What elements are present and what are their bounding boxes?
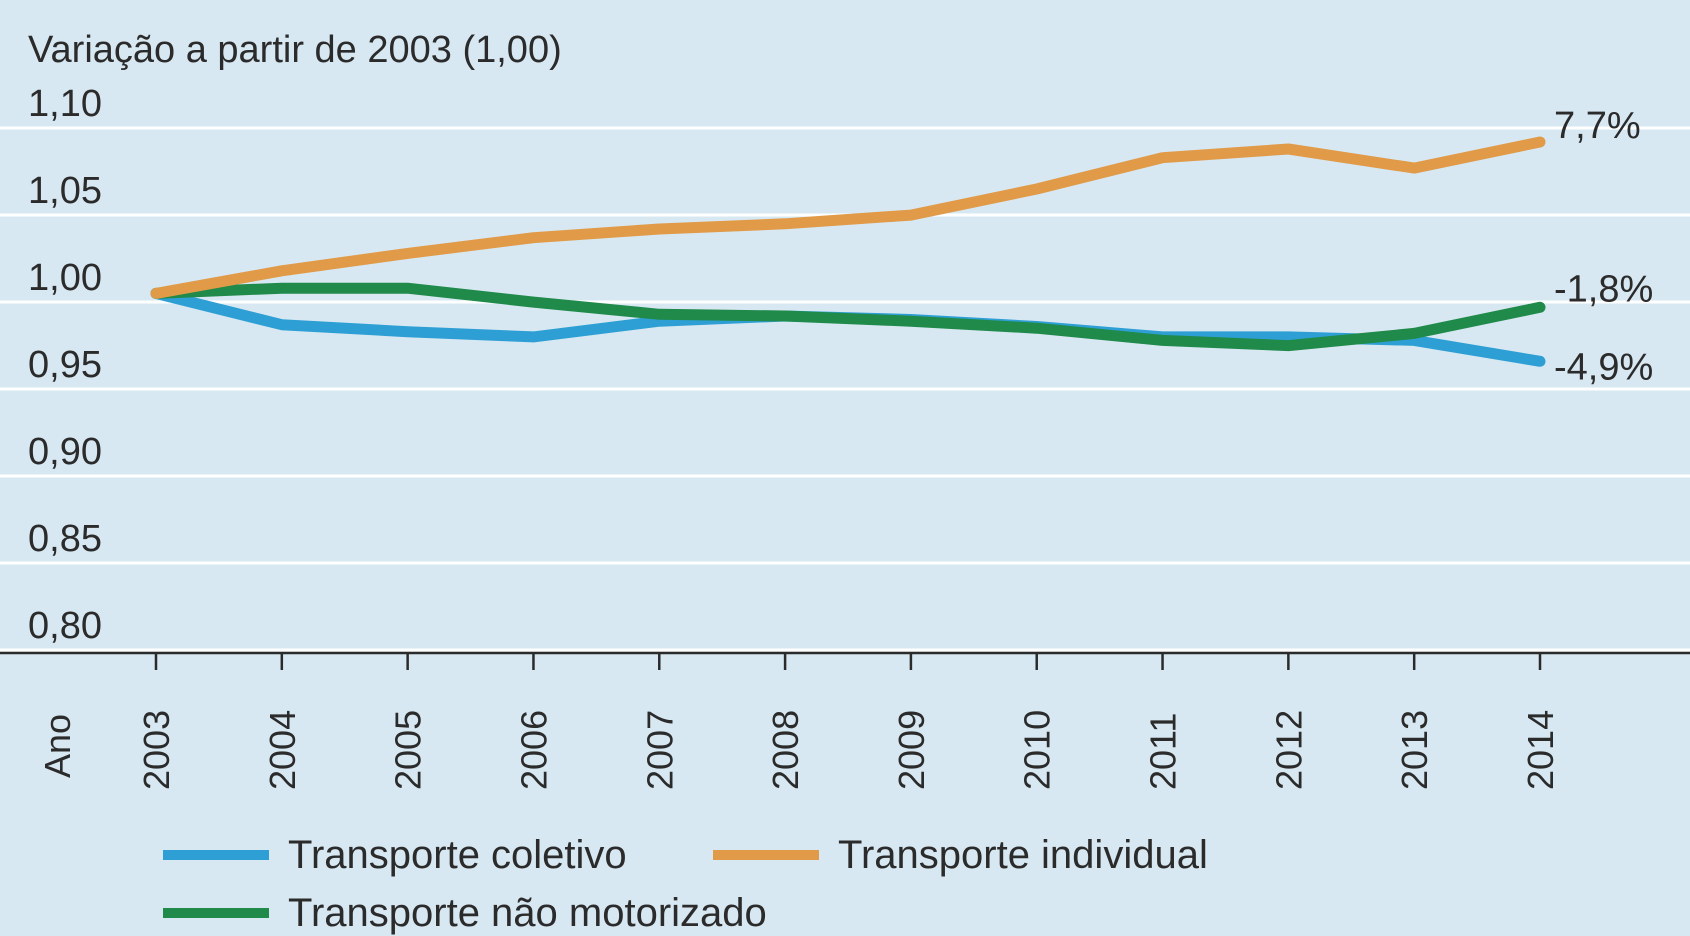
end-label: -4,9%	[1554, 346, 1653, 388]
legend-label: Transporte coletivo	[288, 833, 627, 877]
y-tick-label: 0,80	[28, 605, 102, 647]
x-tick-label: 2012	[1268, 710, 1309, 790]
y-tick-label: 1,10	[28, 83, 102, 125]
chart-title: Variação a partir de 2003 (1,00)	[28, 29, 562, 71]
x-axis-label: Ano	[37, 714, 78, 778]
y-tick-label: 1,05	[28, 170, 102, 212]
y-tick-label: 0,90	[28, 431, 102, 473]
x-tick-label: 2005	[388, 710, 429, 790]
x-tick-label: 2011	[1143, 713, 1184, 790]
series-line-3	[150, 282, 1546, 352]
legend-label: Transporte individual	[838, 833, 1208, 877]
x-tick-label: 2006	[513, 710, 554, 790]
series-line-2	[150, 136, 1546, 299]
end-label: 7,7%	[1554, 105, 1641, 147]
y-axis: 1,10 1,05 1,00 0,95 0,90 0,85 0,80	[28, 83, 102, 647]
end-label: -1,8%	[1554, 268, 1653, 310]
x-tick-label: 2004	[262, 710, 303, 790]
x-tick-label: 2014	[1520, 710, 1561, 790]
x-tick-label: 2009	[891, 710, 932, 790]
end-labels: -4,9% 7,7% -1,8%	[1554, 105, 1653, 388]
y-tick-label: 1,00	[28, 257, 102, 299]
legend-label: Transporte não motorizado	[288, 891, 767, 935]
legend: Transporte coletivo Transporte individual…	[163, 833, 1208, 935]
y-tick-label: 0,95	[28, 344, 102, 386]
x-axis: 2003 2004 2005 2006 2007 2008 2009 2010 2011 2012…	[136, 653, 1561, 790]
x-tick-label: 2003	[136, 710, 177, 790]
gridlines	[0, 126, 1690, 652]
x-tick-label: 2010	[1017, 710, 1058, 790]
x-tick-label: 2013	[1394, 710, 1435, 790]
y-tick-label: 0,85	[28, 518, 102, 560]
series-lines	[150, 136, 1546, 367]
x-tick-label: 2007	[639, 710, 680, 790]
x-tick-label: 2008	[765, 710, 806, 790]
